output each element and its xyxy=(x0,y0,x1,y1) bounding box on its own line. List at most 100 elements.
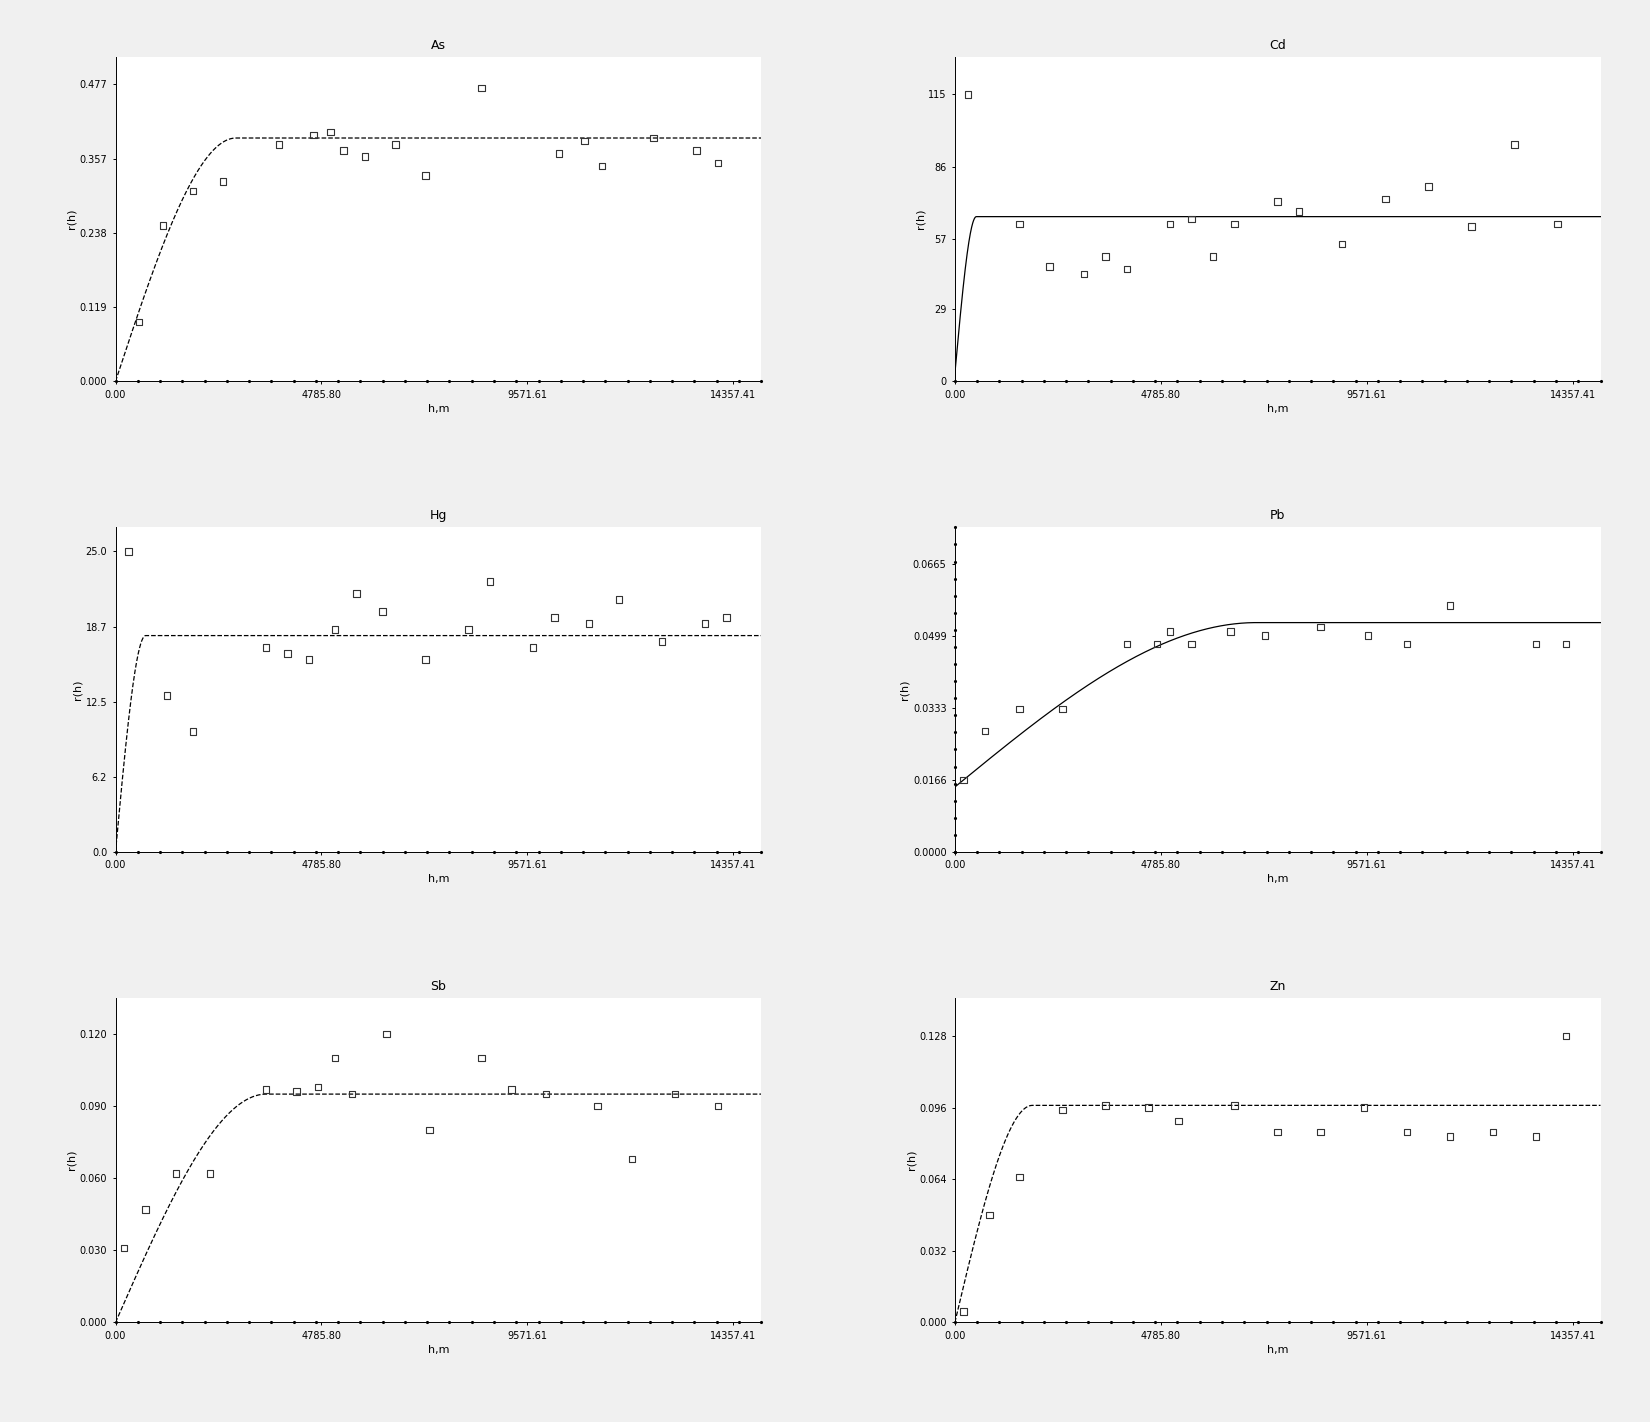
Point xyxy=(1502,132,1528,155)
Point xyxy=(330,139,356,162)
Point xyxy=(1553,1025,1579,1048)
Point xyxy=(1523,633,1549,656)
Point xyxy=(1135,1096,1162,1119)
Point xyxy=(1114,633,1140,656)
Point xyxy=(1544,213,1571,236)
Point xyxy=(1307,1121,1333,1143)
Point xyxy=(180,179,206,202)
Point xyxy=(266,132,292,155)
Point xyxy=(705,152,731,175)
Point xyxy=(322,619,348,641)
Point xyxy=(1157,620,1183,643)
Point xyxy=(125,311,152,334)
Point xyxy=(322,1047,348,1069)
Point xyxy=(111,1237,137,1260)
Point xyxy=(150,213,177,236)
Y-axis label: r(h): r(h) xyxy=(73,680,82,700)
Point xyxy=(1092,245,1119,267)
Point xyxy=(1178,208,1204,230)
Title: Zn: Zn xyxy=(1269,980,1285,993)
Point xyxy=(412,648,439,671)
Point xyxy=(584,1095,610,1118)
Point xyxy=(295,648,322,671)
Point xyxy=(163,1162,190,1185)
Point xyxy=(469,1047,495,1069)
X-axis label: h,m: h,m xyxy=(1267,875,1289,884)
Point xyxy=(972,720,998,742)
Point xyxy=(317,121,343,144)
Point xyxy=(305,1075,332,1098)
Point xyxy=(338,1082,365,1105)
Point xyxy=(713,606,739,629)
Point xyxy=(252,1078,279,1101)
Point xyxy=(576,613,602,636)
Point xyxy=(1355,624,1381,647)
Point xyxy=(1221,213,1247,236)
Point xyxy=(1178,633,1204,656)
Y-axis label: r(h): r(h) xyxy=(916,209,926,229)
Point xyxy=(412,164,439,186)
Point xyxy=(1523,1125,1549,1148)
Point xyxy=(469,77,495,100)
Point xyxy=(533,1082,559,1105)
Point xyxy=(1373,188,1399,210)
Point xyxy=(498,1078,525,1101)
Point xyxy=(1165,1109,1191,1132)
Title: Cd: Cd xyxy=(1269,38,1285,51)
Point xyxy=(1437,1125,1464,1148)
X-axis label: h,m: h,m xyxy=(427,875,449,884)
Point xyxy=(1092,1094,1119,1116)
Point xyxy=(1036,255,1063,277)
Point xyxy=(1437,594,1464,617)
Point xyxy=(180,721,206,744)
Y-axis label: r(h): r(h) xyxy=(66,209,76,229)
Point xyxy=(705,1095,731,1118)
Point xyxy=(153,684,180,707)
Point xyxy=(1200,245,1226,267)
Point xyxy=(662,1082,688,1105)
Point xyxy=(1218,620,1244,643)
Point xyxy=(132,1199,158,1221)
Point xyxy=(196,1162,223,1185)
Point xyxy=(343,582,370,604)
Point xyxy=(1459,215,1485,237)
Point xyxy=(683,139,709,162)
Point xyxy=(1351,1096,1378,1119)
Point xyxy=(1157,213,1183,236)
Point xyxy=(955,82,982,105)
Point xyxy=(1006,213,1033,236)
Point xyxy=(383,132,409,155)
Point xyxy=(274,643,300,665)
Y-axis label: r(h): r(h) xyxy=(66,1150,78,1170)
X-axis label: h,m: h,m xyxy=(427,1345,449,1355)
Point xyxy=(648,630,675,653)
Point xyxy=(1328,233,1355,256)
Point xyxy=(116,540,142,563)
Title: Pb: Pb xyxy=(1270,509,1285,522)
Point xyxy=(477,570,503,593)
Point xyxy=(1264,1121,1290,1143)
Point xyxy=(606,589,632,611)
Point xyxy=(252,636,279,658)
Point xyxy=(541,606,568,629)
Point xyxy=(691,613,718,636)
Title: As: As xyxy=(431,38,446,51)
Point xyxy=(1553,633,1579,656)
Point xyxy=(571,129,597,152)
Point xyxy=(351,145,378,168)
Title: Sb: Sb xyxy=(431,980,446,993)
Point xyxy=(640,127,667,149)
Point xyxy=(1006,1166,1033,1189)
Point xyxy=(589,155,615,178)
Point xyxy=(1480,1121,1506,1143)
X-axis label: h,m: h,m xyxy=(427,404,449,414)
Title: Hg: Hg xyxy=(429,509,447,522)
Point xyxy=(546,142,573,165)
Point xyxy=(1264,191,1290,213)
Point xyxy=(1285,201,1312,223)
Point xyxy=(373,1022,399,1045)
X-axis label: h,m: h,m xyxy=(1267,404,1289,414)
Point xyxy=(416,1119,442,1142)
Point xyxy=(1394,633,1421,656)
Point xyxy=(1221,1094,1247,1116)
